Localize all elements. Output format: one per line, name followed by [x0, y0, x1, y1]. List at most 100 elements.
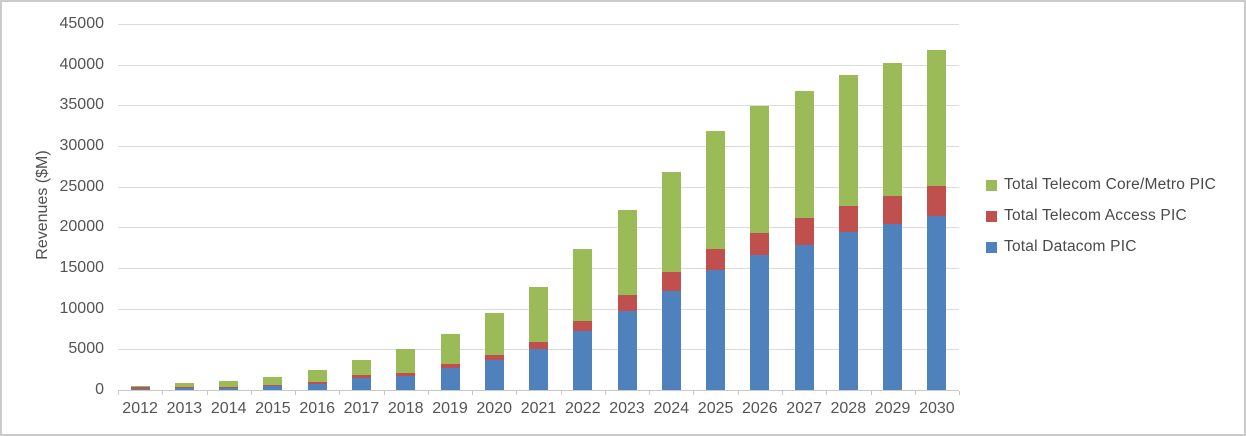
x-tick-label-2030: 2030	[919, 400, 955, 417]
x-tick-label-2019: 2019	[432, 400, 468, 417]
y-tick-label-15000: 15000	[59, 259, 105, 276]
gridline-35000	[118, 105, 959, 107]
y-tick-label-5000: 5000	[68, 340, 104, 358]
bar-segment-2029-total-datacom-pic	[883, 224, 903, 390]
legend-label: Total Telecom Core/Metro PIC	[1004, 176, 1217, 193]
bar-segment-2020-total-telecom-core-metro-pic	[484, 312, 504, 355]
legend-item-total-telecom-access-pic: Total Telecom Access PIC	[986, 206, 1216, 226]
bar-segment-2016-total-datacom-pic	[307, 383, 327, 390]
bar-segment-2025-total-datacom-pic	[706, 270, 726, 390]
x-tick-label-2025: 2025	[697, 400, 734, 417]
bar-segment-2020-total-datacom-pic	[484, 359, 504, 390]
x-tick-label-2020: 2020	[476, 400, 512, 417]
bar-segment-2017-total-telecom-core-metro-pic	[351, 360, 371, 376]
x-tick-label-2012: 2012	[122, 400, 158, 417]
x-tick-label-2015: 2015	[255, 400, 291, 417]
bar-segment-2023-total-telecom-core-metro-pic	[617, 210, 637, 295]
gridline-15000	[118, 268, 959, 269]
bar-segment-2016-total-telecom-core-metro-pic	[307, 369, 327, 382]
bar-segment-2027-total-datacom-pic	[794, 245, 814, 390]
x-axis-tick	[472, 391, 474, 395]
bar-segment-2018-total-telecom-access-pic	[396, 372, 416, 377]
y-tick-label-10000: 10000	[59, 299, 105, 317]
bar-segment-2026-total-telecom-access-pic	[750, 233, 770, 255]
x-tick-label-2017: 2017	[343, 400, 380, 417]
bar-segment-2018-total-telecom-core-metro-pic	[396, 349, 416, 373]
gridline-25000	[118, 186, 959, 188]
bar-segment-2030-total-telecom-access-pic	[927, 185, 947, 216]
x-axis-tick	[870, 391, 872, 395]
x-axis-tick	[693, 391, 695, 395]
x-tick-label-2016: 2016	[299, 400, 335, 417]
bar-segment-2021-total-telecom-access-pic	[529, 341, 548, 349]
bar-segment-2020-total-telecom-access-pic	[484, 355, 504, 360]
y-tick-label-30000: 30000	[59, 137, 105, 154]
legend-swatch	[986, 241, 997, 253]
bar-segment-2021-total-datacom-pic	[529, 348, 548, 390]
legend-item-total-datacom-pic: Total Datacom PIC	[986, 237, 1216, 257]
x-axis-tick	[206, 391, 208, 395]
bar-segment-2013-total-datacom-pic	[174, 388, 194, 390]
y-tick-label-35000: 35000	[59, 96, 105, 114]
bar-segment-2027-total-telecom-access-pic	[794, 218, 814, 246]
bar-segment-2017-total-datacom-pic	[351, 378, 371, 390]
bar-segment-2022-total-datacom-pic	[573, 331, 593, 390]
x-axis-tick	[295, 391, 297, 395]
x-tick-label-2028: 2028	[830, 400, 867, 417]
bar-segment-2022-total-telecom-core-metro-pic	[573, 248, 593, 321]
x-tick-label-2023: 2023	[609, 400, 645, 417]
x-axis-tick	[560, 391, 562, 395]
x-axis-tick	[826, 391, 828, 395]
bar-segment-2025-total-telecom-core-metro-pic	[706, 130, 726, 250]
x-tick-label-2018: 2018	[387, 400, 424, 417]
bar-segment-2023-total-telecom-access-pic	[617, 294, 637, 312]
legend-item-total-telecom-core-metro-pic: Total Telecom Core/Metro PIC	[986, 175, 1216, 195]
x-axis-tick	[737, 391, 739, 395]
x-axis-tick	[162, 391, 164, 395]
bar-segment-2028-total-telecom-access-pic	[838, 206, 858, 233]
bar-segment-2012-total-telecom-core-metro-pic	[130, 386, 150, 388]
legend-swatch	[986, 179, 997, 191]
x-tick-label-2013: 2013	[166, 400, 203, 417]
gridline-45000	[118, 24, 959, 25]
bar-segment-2013-total-telecom-core-metro-pic	[174, 382, 194, 388]
bar-segment-2026-total-telecom-core-metro-pic	[750, 106, 770, 233]
x-tick-label-2024: 2024	[653, 400, 690, 417]
y-tick-label-20000: 20000	[59, 218, 105, 236]
bar-segment-2012-total-telecom-access-pic	[130, 387, 150, 390]
x-axis-tick	[250, 391, 252, 395]
x-axis-tick	[959, 391, 960, 395]
x-tick-label-2021: 2021	[520, 400, 557, 417]
bar-segment-2027-total-telecom-core-metro-pic	[794, 90, 814, 219]
x-axis-tick	[516, 391, 518, 395]
bar-segment-2028-total-datacom-pic	[838, 232, 858, 390]
bar-segment-2015-total-telecom-core-metro-pic	[263, 377, 283, 385]
bar-segment-2016-total-telecom-access-pic	[307, 381, 327, 384]
gridline-20000	[118, 227, 959, 229]
bar-segment-2024-total-telecom-core-metro-pic	[661, 172, 681, 273]
bar-segment-2030-total-datacom-pic	[927, 215, 947, 390]
x-axis-tick	[781, 391, 783, 395]
x-axis-tick	[383, 391, 385, 395]
x-tick-label-2026: 2026	[742, 400, 778, 417]
x-axis-tick	[339, 391, 341, 395]
bar-segment-2024-total-telecom-access-pic	[661, 272, 681, 291]
bar-segment-2014-total-telecom-access-pic	[219, 386, 239, 388]
bar-segment-2028-total-telecom-core-metro-pic	[838, 75, 858, 207]
bar-segment-2018-total-datacom-pic	[396, 376, 416, 390]
bar-segment-2030-total-telecom-core-metro-pic	[927, 50, 947, 186]
bar-segment-2014-total-telecom-core-metro-pic	[219, 381, 239, 387]
bar-segment-2015-total-datacom-pic	[263, 385, 283, 390]
plot-area	[118, 24, 959, 390]
bar-segment-2014-total-datacom-pic	[219, 387, 239, 390]
legend-label: Total Telecom Access PIC	[1004, 207, 1187, 224]
bar-segment-2019-total-telecom-access-pic	[440, 363, 460, 369]
y-tick-label-40000: 40000	[59, 55, 105, 73]
gridline-40000	[118, 64, 959, 66]
y-axis-title: Revenues ($M)	[34, 150, 51, 260]
bar-segment-2022-total-telecom-access-pic	[573, 320, 593, 332]
legend: Total Telecom Core/Metro PIC Total Teleco…	[986, 175, 1216, 268]
x-tick-label-2014: 2014	[210, 400, 247, 417]
bar-segment-2017-total-telecom-access-pic	[351, 375, 371, 379]
